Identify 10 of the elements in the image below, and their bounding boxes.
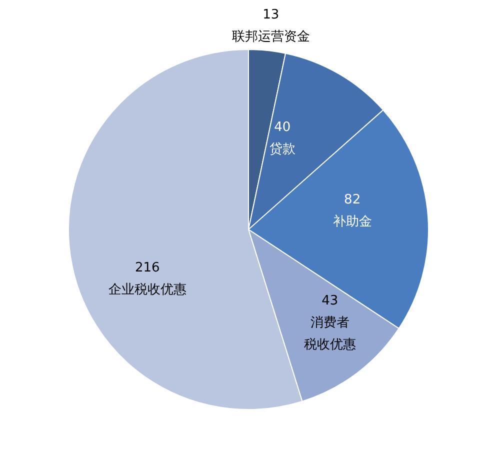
slice-label: 消费者税收优惠 bbox=[304, 316, 356, 353]
data-label: 13 bbox=[262, 8, 280, 23]
data-label: 216 bbox=[134, 260, 160, 276]
slice-label: 企业税收优惠 bbox=[108, 282, 186, 298]
slice-label: 补助金 bbox=[332, 214, 372, 230]
slice-label: 联邦运营资金 bbox=[232, 30, 310, 45]
data-label: 82 bbox=[344, 192, 361, 208]
slice-label: 贷款 bbox=[269, 142, 296, 157]
data-label: 43 bbox=[322, 294, 338, 309]
data-label: 40 bbox=[274, 120, 291, 135]
